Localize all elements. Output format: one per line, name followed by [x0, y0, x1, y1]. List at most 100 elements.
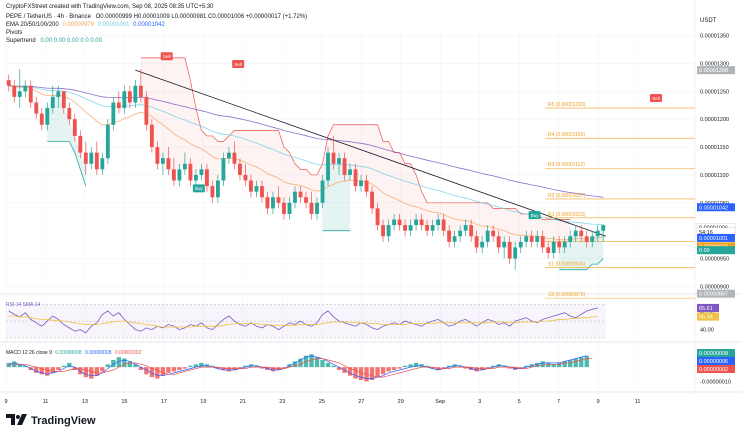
price-badge-text: 0.00001288	[699, 68, 728, 74]
candle-body	[601, 225, 606, 231]
candle-body	[469, 225, 474, 237]
price-axis[interactable]: 0.00001350 0.00001300 0.00001250 0.00001200…	[696, 34, 736, 386]
macd-histogram-bar	[325, 362, 331, 368]
time-tick-label: 17	[161, 399, 167, 405]
macd-histogram-bar	[501, 365, 507, 368]
supertrend-up-1-line	[47, 141, 87, 187]
macd-histogram-bar	[320, 360, 325, 368]
candle-body	[551, 241, 556, 253]
macd-histogram-bar	[331, 365, 336, 368]
macd-histogram-bar	[177, 367, 182, 370]
candle-body	[562, 241, 567, 248]
candle-body	[28, 85, 33, 103]
candle-body	[342, 158, 347, 175]
macd-value-badge	[697, 349, 735, 357]
ema-legend[interactable]: EMA 20/50/100/200 0.00000979 0.00001001 …	[6, 22, 165, 28]
macd-histogram-bar	[380, 367, 386, 375]
candle-body	[193, 174, 198, 181]
ema-value-2: 0.00001001	[97, 22, 130, 28]
candle-body	[182, 163, 187, 170]
currency-label: USDT	[700, 18, 717, 24]
pivot-label: R5 (0.00001220)	[548, 102, 586, 108]
ema-label: EMA 20/50/100/200	[6, 22, 59, 28]
rsi-legend[interactable]: RSI 14 SMA 14	[6, 302, 41, 308]
candle-body	[436, 219, 441, 226]
tradingview-logo-icon	[6, 414, 27, 425]
price-badge-text: 54:16	[699, 230, 713, 236]
macd-histogram-bar	[111, 360, 116, 368]
candle-body	[304, 197, 308, 203]
macd-legend-value-1: 0.00000008	[55, 350, 82, 356]
candle-body	[491, 230, 496, 237]
macd-histogram-bar	[259, 367, 265, 369]
candle-body	[320, 180, 325, 203]
candle-body	[590, 236, 595, 242]
macd-histogram-bar	[122, 358, 127, 368]
macd-histogram-bar	[166, 367, 171, 373]
macd-histogram-bar	[210, 365, 215, 368]
price-badge	[697, 233, 735, 242]
candle-body	[243, 174, 248, 181]
macd-histogram-bar	[446, 365, 452, 368]
supertrend-up-1-fill	[47, 91, 86, 187]
price-tick-label: 0.00000950	[700, 257, 729, 263]
ema-value-1: 0.00000979	[62, 22, 95, 28]
tradingview-wordmark: TradingView	[31, 415, 96, 427]
rsi-value-badge	[697, 303, 719, 312]
candle-body	[50, 96, 55, 109]
candle-body	[287, 202, 292, 214]
candle-body	[45, 108, 50, 125]
signal-text: Sell	[163, 54, 171, 59]
macd-legend-value-3: 0.00000002	[114, 350, 142, 356]
pivot-label: S3 (0.00000879)	[548, 292, 586, 298]
candle-body	[89, 152, 94, 164]
macd-histogram-bar	[568, 360, 573, 368]
candle-body	[160, 158, 165, 164]
macd-histogram-bar	[430, 367, 435, 369]
macd-histogram-bar	[490, 365, 496, 368]
symbol-legend[interactable]: PEPE / TetherUS · 4h · Binance O0.000009…	[6, 14, 307, 20]
price-badge	[697, 203, 735, 212]
candle-body	[496, 236, 501, 248]
ema-value-3: 0.00001042	[133, 22, 165, 28]
macd-histogram-bar	[243, 365, 248, 368]
candle-body	[370, 191, 374, 209]
macd-histogram-bar	[144, 367, 149, 375]
price-tick-label: 0.00001350	[700, 34, 729, 40]
candle-body	[392, 219, 396, 226]
macd-histogram-bar	[281, 367, 287, 369]
macd-histogram-bar	[199, 362, 204, 368]
candle-body	[67, 108, 72, 120]
signal-tag	[192, 184, 205, 193]
price-tick-label: 0.00001200	[700, 117, 729, 123]
candle-body	[419, 219, 424, 226]
candle-body	[177, 169, 182, 181]
macd-legend[interactable]: MACD 12 26 close 9 0.00000008 0.00000008…	[6, 350, 141, 356]
candle-body	[138, 85, 143, 97]
candle-body	[331, 152, 336, 164]
supertrend-label: Supertrend	[6, 38, 36, 44]
candle-body	[122, 91, 127, 109]
macd-histogram-bar	[138, 367, 144, 370]
time-tick-label: 9	[597, 399, 600, 405]
time-tick-label: 3	[478, 399, 481, 405]
tradingview-logo[interactable]: TradingView	[6, 414, 96, 427]
candle-body	[216, 180, 220, 198]
candle-body	[524, 236, 529, 242]
macd-pane	[6, 354, 593, 382]
macd-histogram-bar	[67, 362, 72, 368]
price-tick-label: 0.00001100	[700, 173, 729, 179]
time-axis[interactable]: 9 11 13 15 17 19 21 23 25 27 29 Sep 3 5 7 9 11	[4, 399, 640, 405]
supertrend-down-line	[140, 57, 571, 220]
candle-body	[72, 119, 77, 136]
supertrend-legend[interactable]: Supertrend 0.00 0.00 0.00 0 0 0.00	[6, 38, 102, 44]
candle-body	[227, 152, 231, 159]
macd-histogram-bar	[579, 357, 584, 368]
candle-body	[359, 180, 363, 187]
macd-value-text: 0.00000002	[699, 367, 728, 373]
time-tick-label: 19	[200, 399, 206, 405]
pivots-legend[interactable]: Pivots	[6, 30, 23, 36]
macd-histogram-bar	[474, 367, 479, 372]
